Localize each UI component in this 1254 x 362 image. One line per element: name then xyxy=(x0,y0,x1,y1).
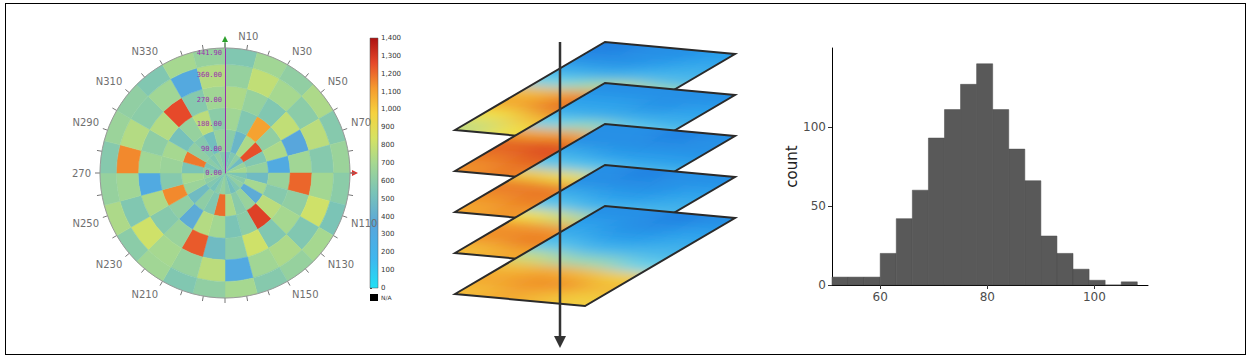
svg-text:1,200: 1,200 xyxy=(381,70,401,78)
svg-text:N50: N50 xyxy=(328,76,348,87)
svg-text:800: 800 xyxy=(381,141,394,149)
svg-text:N310: N310 xyxy=(96,76,123,87)
svg-text:1,000: 1,000 xyxy=(381,105,401,113)
svg-text:N70: N70 xyxy=(351,117,371,128)
svg-text:1,400: 1,400 xyxy=(381,34,401,42)
svg-text:180.00: 180.00 xyxy=(197,120,222,128)
svg-text:441.90: 441.90 xyxy=(197,49,222,57)
svg-text:N/A: N/A xyxy=(381,294,393,301)
svg-text:200: 200 xyxy=(381,248,394,256)
svg-text:270: 270 xyxy=(72,168,91,179)
svg-text:N130: N130 xyxy=(328,259,355,270)
svg-text:100: 100 xyxy=(1083,290,1106,304)
svg-text:1,300: 1,300 xyxy=(381,52,401,60)
svg-text:60: 60 xyxy=(873,290,888,304)
svg-text:900: 900 xyxy=(381,123,394,131)
svg-text:N210: N210 xyxy=(131,289,158,300)
svg-text:N150: N150 xyxy=(292,289,319,300)
svg-text:300: 300 xyxy=(381,230,394,238)
svg-text:N250: N250 xyxy=(73,218,100,229)
svg-text:0: 0 xyxy=(818,278,826,292)
svg-text:N110: N110 xyxy=(351,218,378,229)
svg-text:1,100: 1,100 xyxy=(381,88,401,96)
svg-text:0: 0 xyxy=(381,284,385,292)
svg-text:count: count xyxy=(783,145,801,187)
svg-text:700: 700 xyxy=(381,159,394,167)
svg-text:400: 400 xyxy=(381,213,394,221)
svg-text:N10: N10 xyxy=(238,31,258,42)
svg-text:N290: N290 xyxy=(73,117,100,128)
svg-text:270.00: 270.00 xyxy=(197,96,222,104)
svg-text:50: 50 xyxy=(811,199,826,213)
svg-text:600: 600 xyxy=(381,177,394,185)
svg-text:N230: N230 xyxy=(96,259,123,270)
svg-text:360.00: 360.00 xyxy=(197,71,222,79)
svg-text:80: 80 xyxy=(980,290,995,304)
svg-text:90.00: 90.00 xyxy=(201,145,222,153)
svg-text:N30: N30 xyxy=(292,46,312,57)
svg-text:N330: N330 xyxy=(131,46,158,57)
svg-text:0.00: 0.00 xyxy=(205,169,222,177)
svg-text:500: 500 xyxy=(381,195,394,203)
svg-text:100: 100 xyxy=(803,120,826,134)
svg-text:100: 100 xyxy=(381,266,394,274)
